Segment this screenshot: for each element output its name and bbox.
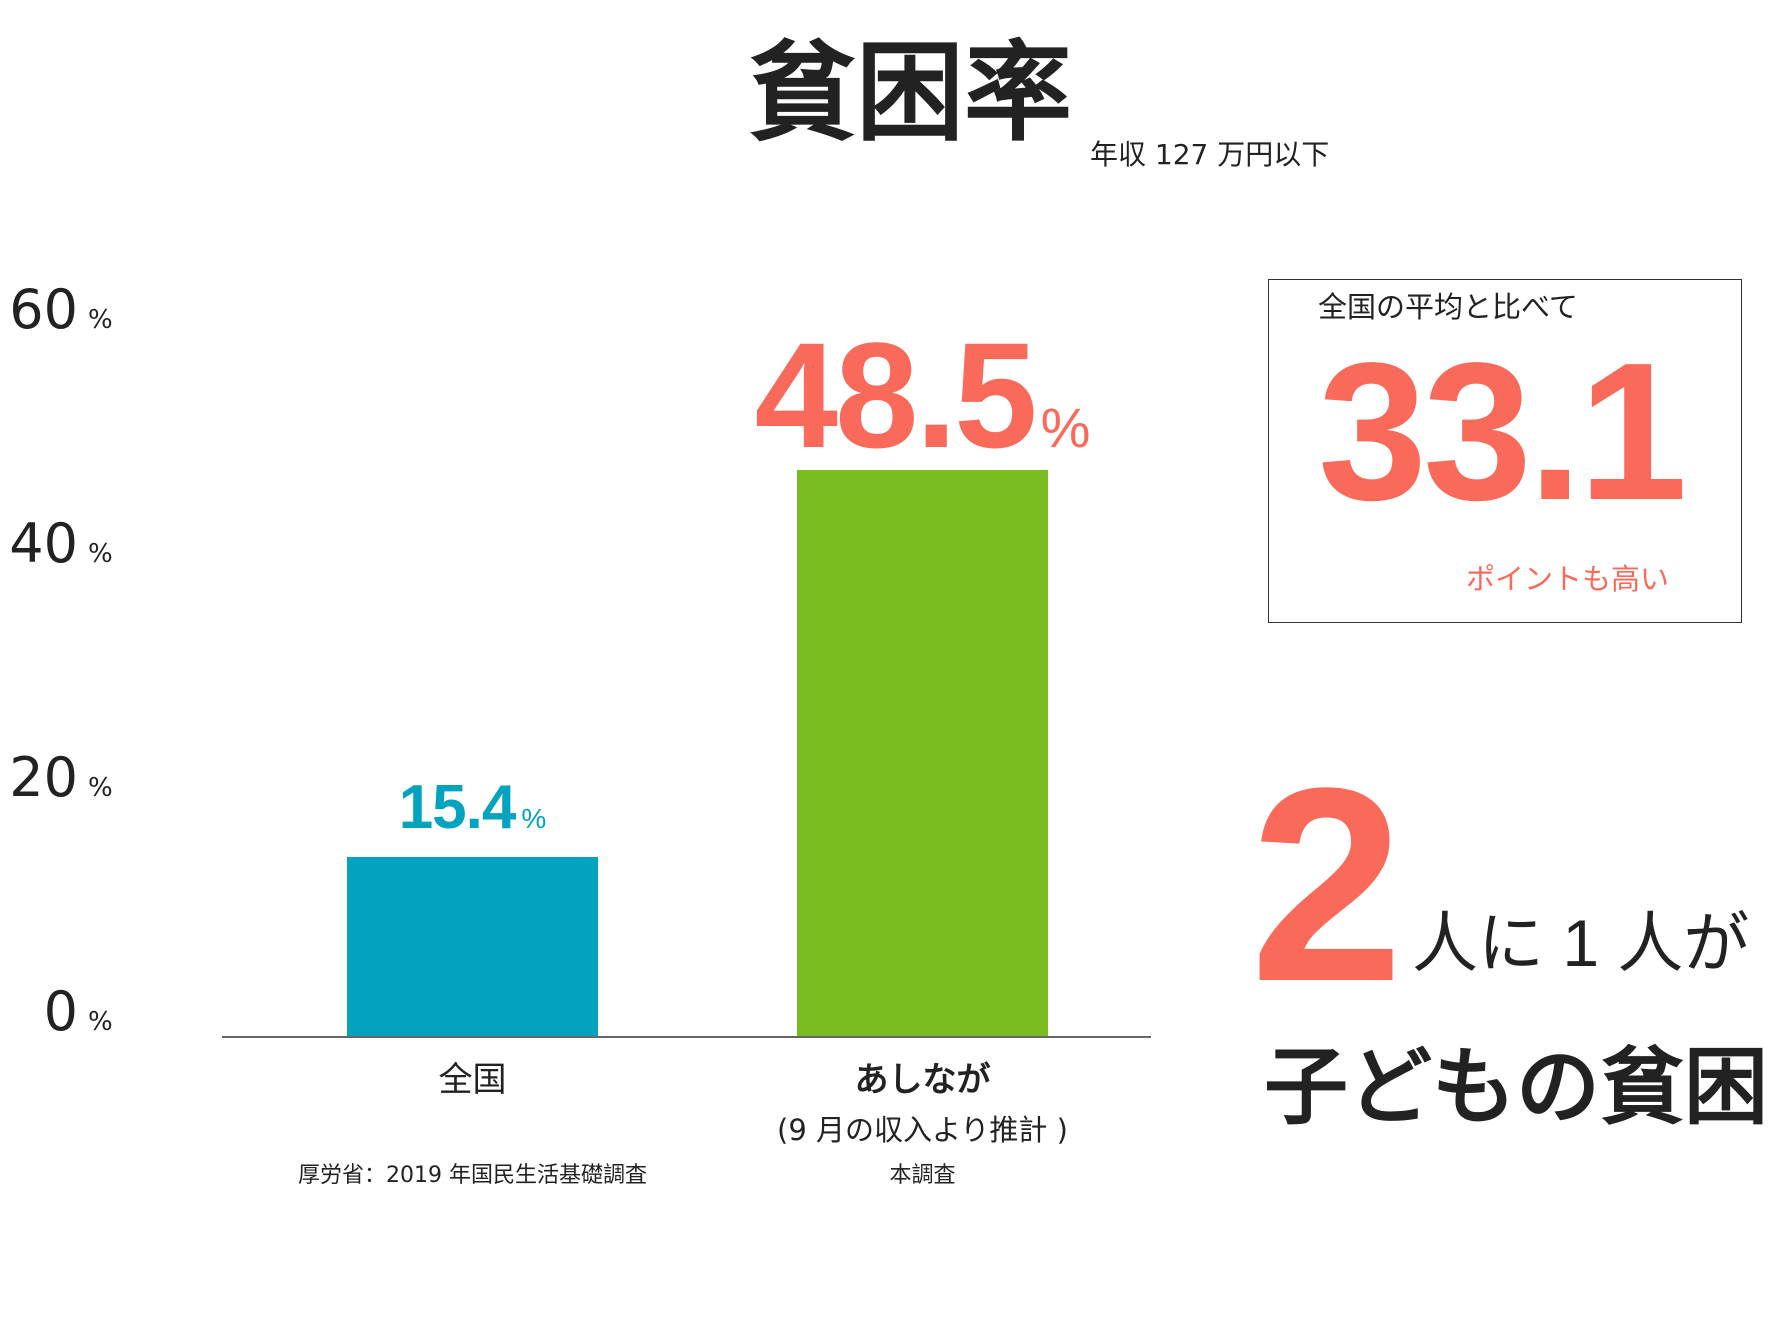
y-tick-unit: %	[88, 773, 113, 803]
y-tick-value: 0	[43, 980, 78, 1043]
data-label: 48.5%	[623, 320, 1223, 470]
source-label: 本調査	[889, 1163, 956, 1188]
y-tick-label: 60%	[0, 283, 140, 337]
chart-title: 貧困率	[748, 31, 1073, 156]
y-tick-unit: %	[88, 539, 113, 569]
y-tick-label: 20%	[0, 751, 140, 805]
y-tick-value: 20	[9, 746, 78, 809]
comparison-label: 全国の平均と比べて	[1318, 290, 1578, 324]
data-label-value: 15.4	[398, 772, 517, 842]
headline-ratio: 人に 1 人が	[1412, 906, 1750, 980]
bar-0	[347, 856, 598, 1037]
x-axis-line	[222, 1036, 1151, 1038]
source-label: 厚労省：2019 年国民生活基礎調査	[298, 1163, 647, 1188]
y-tick-value: 40	[9, 512, 78, 575]
y-tick-unit: %	[88, 305, 113, 335]
data-label-unit: %	[1040, 395, 1091, 459]
comparison-callout-box	[1268, 279, 1742, 623]
y-tick-label: 40%	[0, 517, 140, 571]
data-label-unit: %	[521, 802, 547, 834]
category-label: あしなが	[854, 1060, 991, 1100]
headline-number: 2	[1250, 731, 1404, 1039]
y-tick-value: 60	[9, 278, 78, 341]
data-label-value: 48.5	[754, 310, 1038, 479]
comparison-unit: ポイントも高い	[1466, 562, 1670, 596]
bar-1	[797, 469, 1048, 1037]
y-tick-label: 0%	[0, 985, 140, 1039]
headline-subject: 子どもの貧困	[1264, 1038, 1769, 1136]
category-label: 全国	[438, 1060, 507, 1100]
category-note: (9 月の収入より推計 )	[777, 1113, 1068, 1147]
comparison-value: 33.1	[1318, 322, 1687, 541]
y-tick-unit: %	[88, 1007, 113, 1037]
data-label: 15.4%	[173, 776, 773, 839]
chart-subtitle: 年収 127 万円以下	[1090, 138, 1330, 171]
